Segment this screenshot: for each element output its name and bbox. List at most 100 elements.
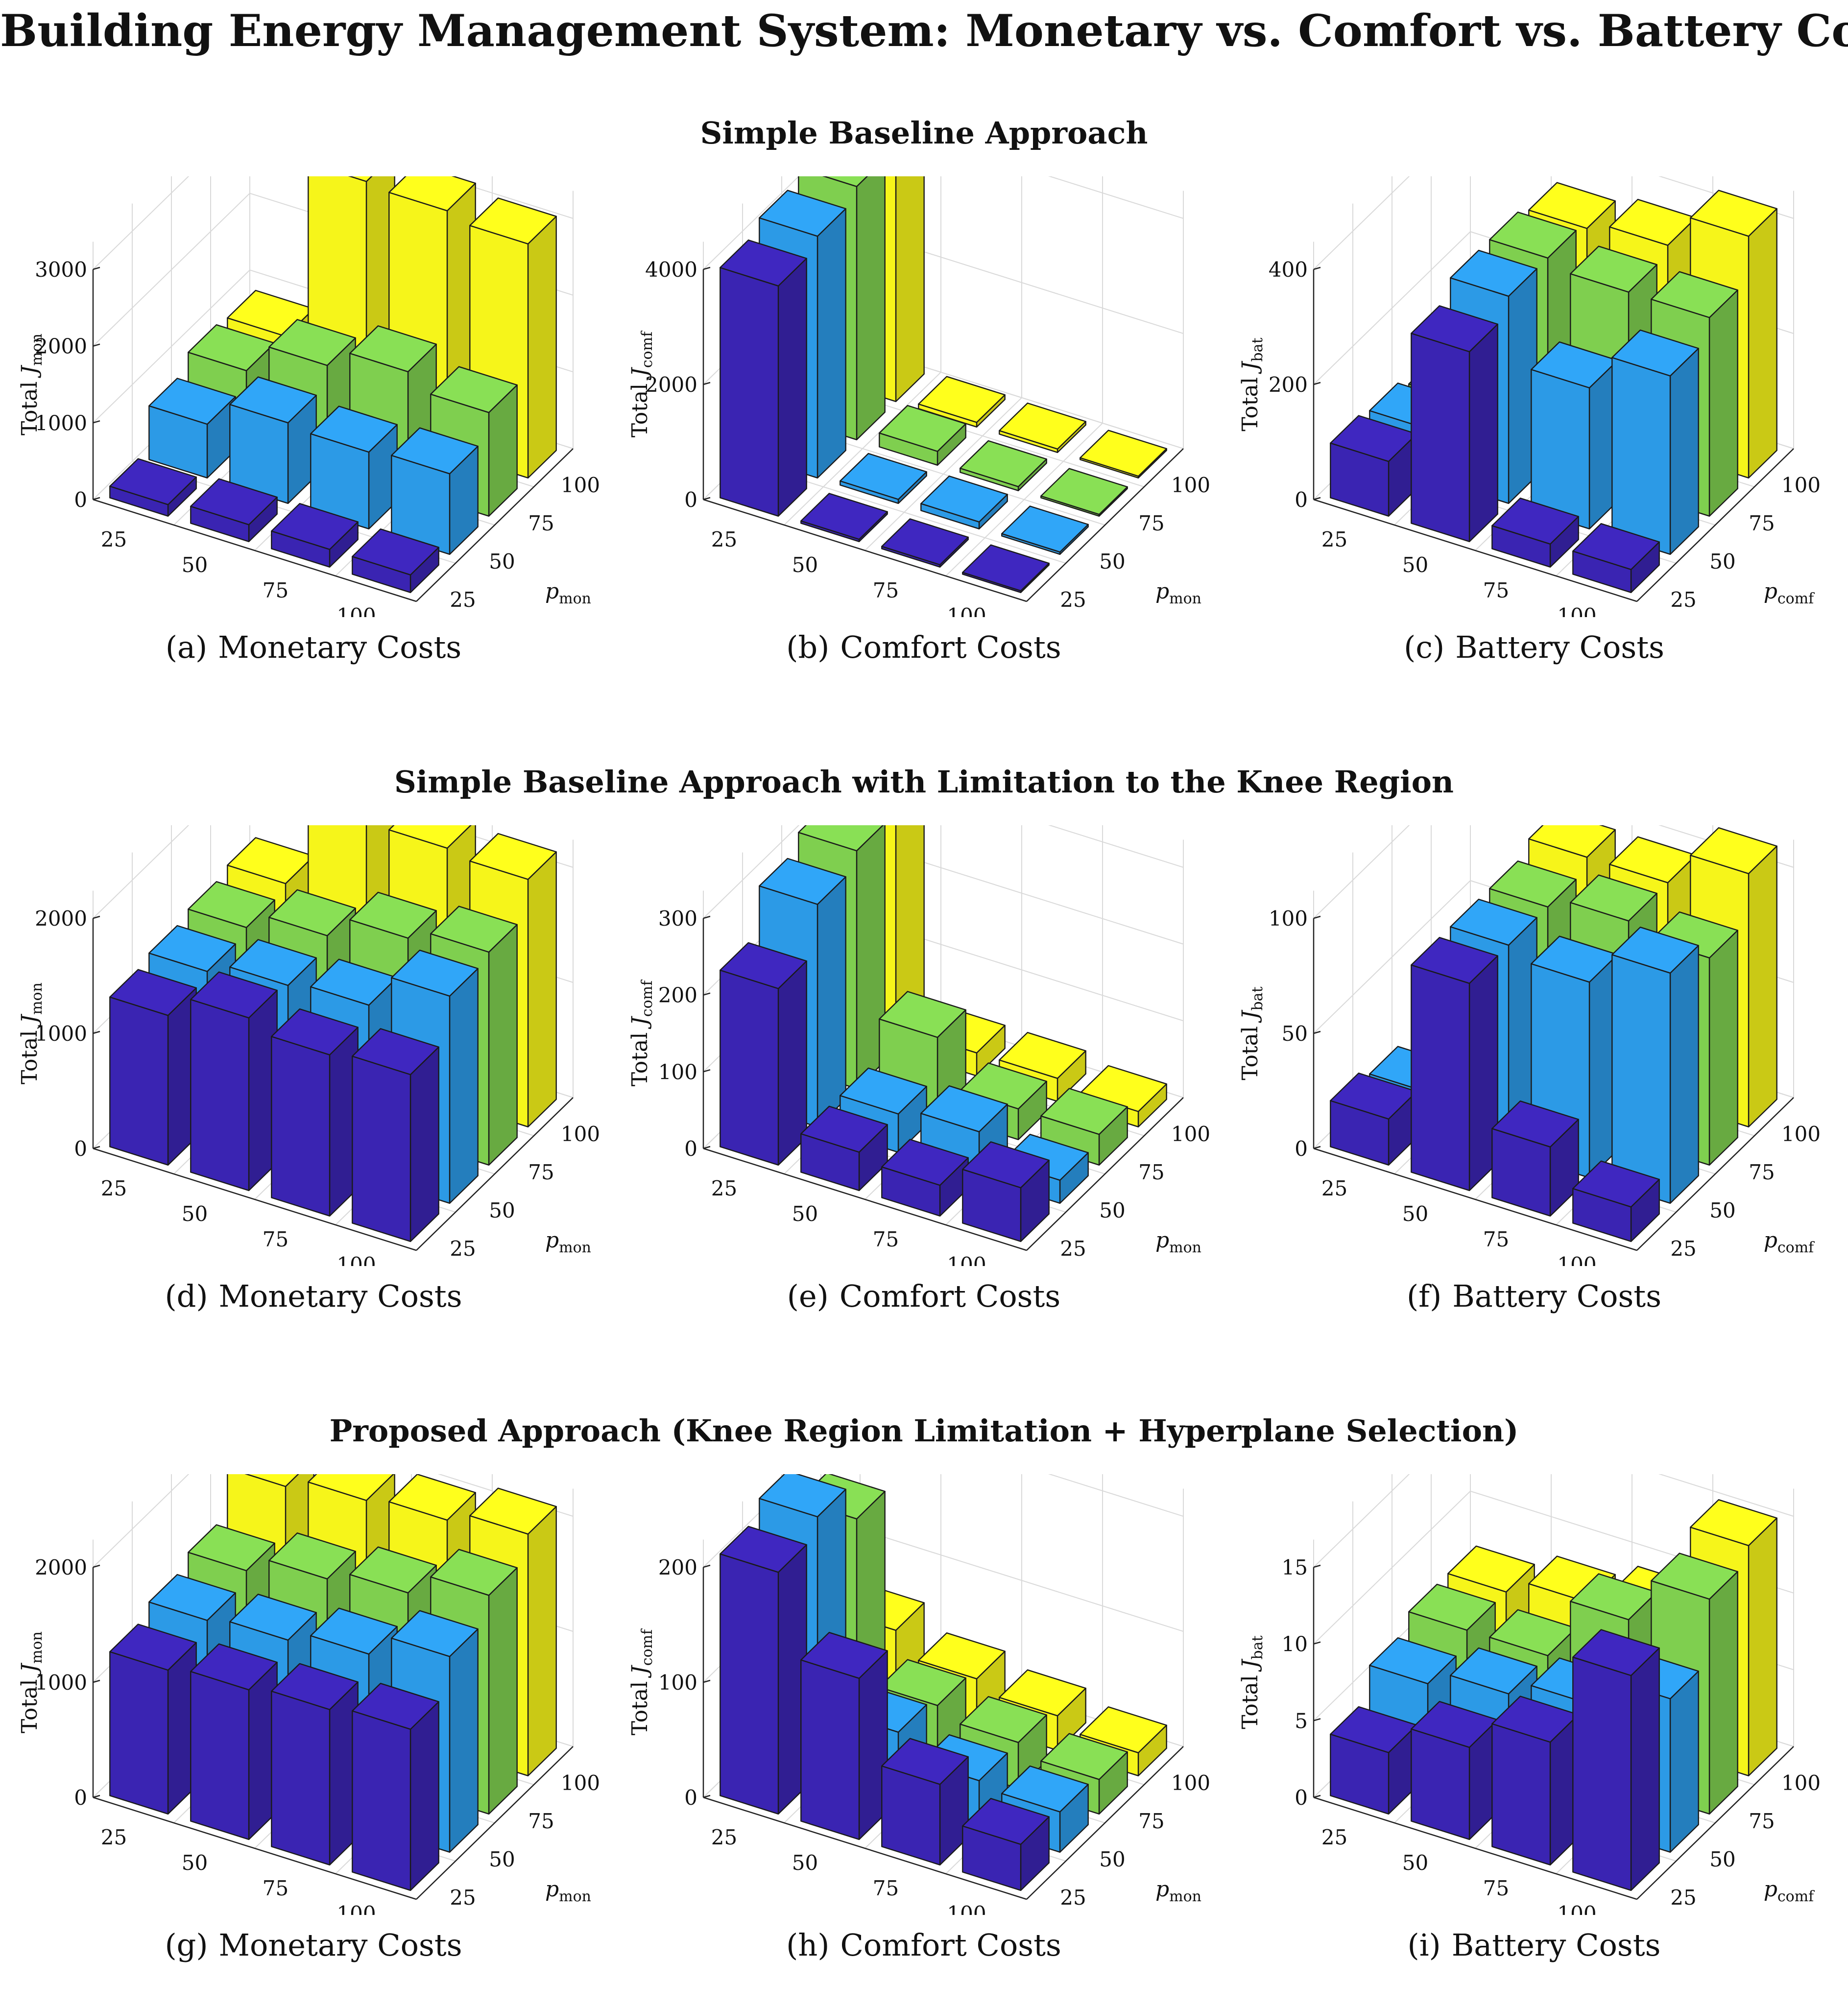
bar-100-25 [962, 544, 1050, 593]
z-tick-mark [1313, 1146, 1321, 1149]
col-axis-line [416, 448, 574, 602]
bar-top-face [1450, 898, 1537, 946]
row-tick-label: 75 [263, 1227, 288, 1251]
bar-top-face [879, 405, 966, 452]
bar-top-face [1040, 1733, 1128, 1780]
caption-text: Comfort Costs [840, 1927, 1061, 1963]
col-axis-line [416, 1097, 574, 1251]
bar-top-face [1489, 211, 1577, 259]
bar-25-25 [720, 239, 807, 517]
bar-top-face [759, 858, 846, 905]
col-axis-line [1026, 1097, 1184, 1251]
bar-75-25 [1491, 1696, 1579, 1865]
bar-top-face [391, 1610, 479, 1657]
bar-top-face [109, 458, 197, 505]
z-axis-label: Total Jcomf [630, 980, 656, 1086]
z-axis: 0 50 100 Total Jbat [1240, 907, 1321, 1161]
z-tick-label: 0 [74, 488, 87, 512]
bar-front-face [1491, 1723, 1551, 1865]
bar-top-face [148, 925, 236, 972]
bar-side-face [1669, 945, 1699, 1204]
bar-top-face [962, 1798, 1050, 1845]
row-tick-label: 75 [263, 578, 288, 602]
bars [1330, 1499, 1777, 1891]
row-tick-label: 75 [263, 1876, 288, 1900]
col-axis-label: pmon [1155, 1228, 1201, 1256]
row-tick-label: 75 [873, 1876, 899, 1900]
bar-75-25 [271, 1663, 359, 1865]
z-tick-label: 400 [1269, 258, 1308, 282]
col-tick-label: 75 [1138, 1160, 1164, 1184]
bar-top-face [391, 427, 479, 475]
chart-a: 0 1000 2000 3000 Total Jmon 25 50 75 100 pcomf 25 5… [20, 176, 600, 617]
bar-top-face [1447, 1545, 1535, 1593]
bars [1330, 182, 1777, 593]
row-tick-label: 75 [1483, 1227, 1509, 1251]
bar-front-face [271, 1036, 331, 1217]
row-axis-line [703, 1796, 1027, 1900]
row-axis-label: pcomf [781, 1263, 832, 1266]
z-tick-mark [703, 266, 711, 270]
chart-e: 0 100 200 300 Total Jcomf 25 50 75 100 pcomf 25 50 7… [630, 825, 1210, 1266]
bar-top-face [271, 503, 359, 550]
bar-top-face [388, 1474, 476, 1521]
bar-top-face [349, 891, 437, 939]
col-axis-line [1636, 448, 1794, 602]
bar-side-face [527, 851, 557, 1127]
bar-top-face [1651, 1553, 1738, 1600]
bar-top-face [1040, 1088, 1128, 1135]
bar-top-face [1450, 249, 1537, 297]
bar-side-face [1630, 1647, 1660, 1891]
col-tick-label: 25 [1670, 588, 1696, 612]
z-tick-label: 0 [74, 1137, 87, 1161]
bar-100-50 [1611, 329, 1699, 555]
bar-top-face [962, 1141, 1050, 1189]
bar-side-face [895, 176, 925, 402]
z-tick-mark [93, 497, 100, 501]
bar-50-25 [190, 478, 278, 542]
caption-a: (a) Monetary Costs [20, 629, 607, 665]
caption-d: (d) Monetary Costs [20, 1278, 607, 1314]
bar-top-face [1491, 1100, 1579, 1147]
row-tick-label: 50 [182, 1202, 208, 1226]
bar-front-face [720, 1553, 779, 1815]
bar-top-face [352, 1028, 439, 1076]
col-tick-label: 75 [1749, 511, 1775, 535]
main-title: Building Energy Management System: Monet… [0, 5, 1848, 57]
bar-top-face [388, 825, 472, 849]
bar-top-face [999, 1032, 1086, 1079]
row-axis-label: pcomf [171, 1263, 222, 1266]
bar-top-face [918, 376, 1006, 423]
z-tick-mark [93, 1564, 100, 1568]
bar-side-face [488, 1567, 518, 1815]
bar-top-face [1001, 1765, 1089, 1813]
bar-side-face [1669, 348, 1699, 555]
z-tick-label: 3000 [35, 258, 87, 282]
bar-top-face [1369, 1637, 1457, 1684]
bar-front-face [720, 969, 779, 1166]
col-axis: 25 50 75 100 pmon [416, 448, 600, 612]
caption-e: (e) Comfort Costs [630, 1278, 1218, 1314]
bar-75-25 [1491, 498, 1579, 568]
col-axis-label: pcomf [1764, 579, 1815, 607]
bar-25-50 [148, 378, 236, 478]
z-tick-label: 1000 [35, 1671, 87, 1695]
row-tick-label: 100 [1557, 1902, 1596, 1915]
z-tick-mark [1313, 915, 1321, 919]
bar-top-face [109, 1624, 197, 1671]
caption-text: Comfort Costs [840, 629, 1061, 665]
z-tick-mark [93, 266, 100, 270]
bars [720, 1474, 1167, 1891]
col-axis: 25 50 75 100 pmon [416, 1097, 600, 1261]
z-tick-label: 2000 [35, 1555, 87, 1579]
row-tick-label: 50 [1402, 1851, 1428, 1875]
col-tick-label: 50 [489, 1198, 515, 1222]
chart-g: 0 1000 2000 Total Jmon 25 50 75 100 pcomf 25 50 75 1… [20, 1474, 600, 1915]
bar-top-face [388, 176, 476, 212]
z-axis: 0 1000 2000 Total Jmon [20, 1555, 100, 1810]
caption-i: (i) Battery Costs [1240, 1927, 1828, 1963]
bar-top-face [720, 942, 807, 989]
row-tick-label: 100 [336, 604, 376, 617]
